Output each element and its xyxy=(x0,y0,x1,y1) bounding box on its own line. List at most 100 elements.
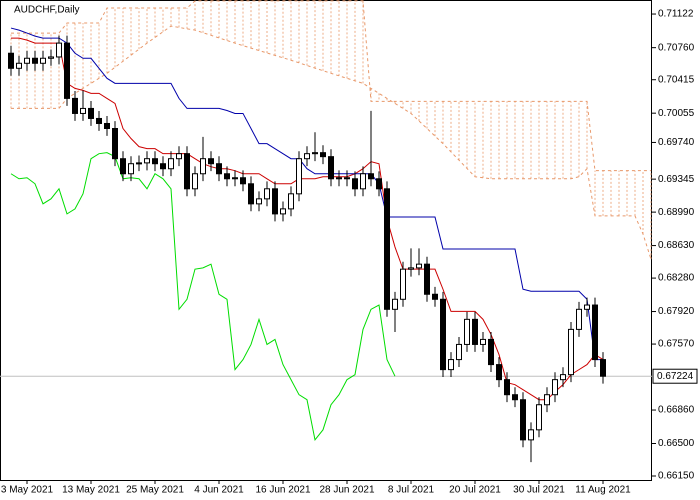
y-tick-label: 0.68280 xyxy=(658,273,695,284)
candle-body xyxy=(480,338,486,345)
candle-body xyxy=(368,173,374,180)
candle-body xyxy=(416,263,422,269)
candle-body xyxy=(336,177,342,180)
x-tick-label: 4 Jun 2021 xyxy=(194,485,244,496)
candle-body xyxy=(24,57,30,64)
candle-body xyxy=(320,152,326,158)
candle-body xyxy=(512,394,518,401)
candle-body xyxy=(168,158,174,170)
candle-body xyxy=(520,399,526,441)
candle-body xyxy=(584,304,590,310)
y-tick-label: 0.67570 xyxy=(658,339,695,350)
y-tick-label: 0.66500 xyxy=(658,438,695,449)
candle-body xyxy=(112,128,118,160)
indicator-line xyxy=(10,152,396,442)
candle-body xyxy=(488,338,494,366)
candle-body xyxy=(296,158,302,195)
y-tick-label: 0.66150 xyxy=(658,471,695,482)
x-tick-label: 20 Jul 2021 xyxy=(449,485,501,496)
y-tick-label: 0.68990 xyxy=(658,207,695,218)
candle-body xyxy=(456,343,462,361)
candle-body xyxy=(64,42,70,99)
x-tick-label: 28 Jun 2021 xyxy=(319,485,374,496)
candle-body xyxy=(208,158,214,165)
x-tick-label: 11 Aug 2021 xyxy=(575,485,631,496)
candle-body xyxy=(360,173,366,190)
candle-body xyxy=(192,173,198,190)
candle-body xyxy=(280,208,286,215)
indicator-line xyxy=(11,37,604,401)
indicator-line xyxy=(10,27,603,361)
y-tick-label: 0.67920 xyxy=(658,306,695,317)
y-tick-label: 0.68630 xyxy=(658,240,695,251)
candle-body xyxy=(448,359,454,371)
candle-body xyxy=(200,158,206,175)
candle-body xyxy=(32,57,38,64)
candle-body xyxy=(256,198,262,205)
candle-body xyxy=(216,163,222,175)
candle-body xyxy=(560,374,566,381)
candle-body xyxy=(160,163,166,170)
plot-frame xyxy=(0,0,652,481)
x-tick-label: 3 May 2021 xyxy=(1,485,54,496)
last-price-box xyxy=(652,368,698,384)
candle-body xyxy=(248,183,254,205)
x-tick-label: 13 May 2021 xyxy=(62,485,120,496)
candle-body xyxy=(120,158,126,175)
candle-body xyxy=(528,429,534,441)
candle-body xyxy=(88,107,94,119)
candle-body xyxy=(552,379,558,396)
candle-body xyxy=(176,153,182,160)
candle-body xyxy=(496,364,502,381)
candle-body xyxy=(376,178,382,190)
last-price-label: 0.67224 xyxy=(657,371,694,382)
candle-body xyxy=(232,177,238,180)
y-tick-label: 0.69345 xyxy=(658,174,695,185)
candle-body xyxy=(392,298,398,310)
candle-body xyxy=(536,404,542,431)
x-tick-label: 16 Jun 2021 xyxy=(255,485,310,496)
candle-body xyxy=(272,188,278,215)
candle-body xyxy=(424,263,430,295)
candle-body xyxy=(8,52,14,69)
candle-body xyxy=(288,193,294,210)
candle-body xyxy=(72,97,78,114)
candle-body xyxy=(440,298,446,371)
candle-body xyxy=(600,359,606,377)
candle-body xyxy=(328,156,334,180)
candle-body xyxy=(96,117,102,124)
candle-body xyxy=(152,158,158,165)
candle-body xyxy=(464,318,470,345)
candle-body xyxy=(472,318,478,345)
y-tick-label: 0.71122 xyxy=(658,9,694,20)
candle-body xyxy=(592,304,598,361)
candle-body xyxy=(184,153,190,190)
candle-body xyxy=(48,56,54,59)
y-tick-label: 0.70415 xyxy=(658,74,695,85)
candle-body xyxy=(576,308,582,330)
span-a xyxy=(11,25,652,260)
y-tick-label: 0.70760 xyxy=(658,42,695,53)
candle-body xyxy=(304,153,310,160)
y-tick-label: 0.70055 xyxy=(658,108,695,119)
x-tick-label: 25 May 2021 xyxy=(126,485,184,496)
candle-body xyxy=(312,152,318,155)
candle-body xyxy=(400,268,406,300)
candle-body xyxy=(128,163,134,175)
candle-body xyxy=(80,107,86,114)
candle-body xyxy=(408,267,414,270)
x-tick-label: 8 Jul 2021 xyxy=(388,485,435,496)
span-b xyxy=(11,0,651,172)
chart-title: AUDCHF,Daily xyxy=(14,5,80,16)
candle-body xyxy=(264,188,270,200)
candle-body xyxy=(16,62,22,69)
candle-body xyxy=(344,177,350,180)
candle-body xyxy=(104,122,110,130)
candle-body xyxy=(432,293,438,300)
candle-body xyxy=(544,394,550,406)
candle-body xyxy=(40,57,46,64)
candle-body xyxy=(568,328,574,376)
candle-body xyxy=(144,158,150,164)
candle-body xyxy=(384,188,390,310)
